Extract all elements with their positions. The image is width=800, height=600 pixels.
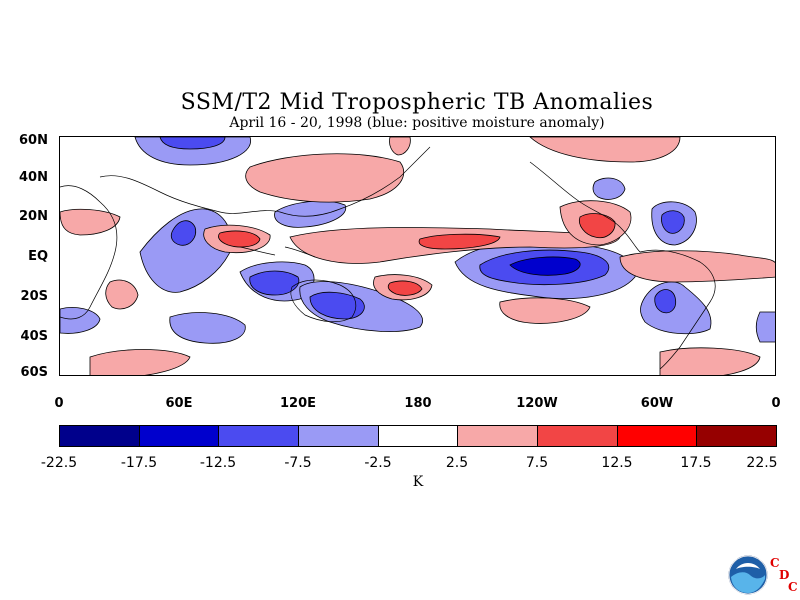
region-red-southern-ocean (89, 349, 191, 375)
region-red-south-america-south (659, 347, 761, 375)
region-red-south-pacific-east (499, 297, 591, 324)
colorbar-segment (378, 426, 459, 446)
colorbar-tick-label: -2.5 (364, 455, 392, 471)
coastline-africa (60, 185, 118, 320)
coastline-eurasia (99, 146, 431, 217)
colorbar-segment (617, 426, 698, 446)
region-blue-eq-pacific-peak (509, 256, 581, 276)
region-red-tasman-core (387, 280, 423, 296)
colorbar-segment (60, 426, 140, 446)
region-red-north-pacific (529, 137, 681, 163)
region-red-indonesia-core (218, 230, 261, 248)
lon-label-60w: 60W (640, 396, 674, 411)
region-blue-north-asia-core (159, 137, 226, 150)
region-blue-south-indian (60, 307, 101, 334)
colorbar-tick-label: 22.5 (746, 455, 778, 471)
colorbar-tick-label: 2.5 (445, 455, 469, 471)
region-blue-australia-nw-core (249, 270, 300, 296)
logo-letter-c2: C (788, 580, 798, 594)
region-red-central-pacific-core (418, 233, 501, 250)
colorbar-segment (299, 426, 379, 446)
lon-label-0: 0 (54, 396, 64, 411)
region-blue-north-asia (134, 137, 252, 166)
region-blue-china (274, 200, 347, 228)
lat-label-eq: EQ (28, 249, 48, 264)
negative-anomaly-regions (60, 137, 775, 344)
colorbar-tick-label: 17.5 (680, 455, 712, 471)
coastline-australia (290, 279, 357, 323)
colorbar-tick-label: -17.5 (120, 455, 158, 471)
region-blue-andes-core (654, 289, 677, 314)
lon-label-0-east: 0 (771, 396, 781, 411)
logo-letter-c1: C (770, 556, 780, 570)
region-red-arctic-asia (389, 137, 411, 156)
region-blue-australia-e-core (309, 291, 365, 320)
lon-label-180: 180 (404, 396, 432, 411)
map-subtitle: April 16 - 20, 1998 (blue: positive mois… (229, 115, 605, 131)
coastline-maritime-continent (239, 246, 316, 258)
lat-label-60n: 60N (19, 133, 48, 148)
colorbar-segment (697, 426, 777, 446)
lon-label-120w: 120W (516, 396, 558, 411)
colorbar-tick-label: 12.5 (601, 455, 633, 471)
lat-label-40n: 40N (19, 170, 48, 185)
anomaly-map (59, 136, 776, 376)
lat-label-60s: 60S (20, 365, 48, 380)
coastline-north-america (529, 161, 641, 253)
coastline-south-america (639, 249, 716, 370)
region-red-south-atlantic-west (619, 250, 775, 283)
noaa-logo (728, 555, 768, 595)
logo-letter-d: D (779, 568, 790, 582)
region-red-asia-north (245, 153, 405, 203)
region-red-africa-west (60, 208, 121, 236)
region-red-madagascar (105, 279, 139, 310)
lon-label-60e: 60E (165, 396, 193, 411)
colorbar-segment (458, 426, 539, 446)
colorbar-tick-label: -22.5 (40, 455, 78, 471)
colorbar-tick-label: -12.5 (199, 455, 237, 471)
colorbar-segment (538, 426, 618, 446)
region-blue-indian-west-core (170, 220, 197, 246)
lat-label-40s: 40S (20, 329, 48, 344)
map-title: SSM/T2 Mid Tropospheric TB Anomalies (180, 90, 654, 115)
lat-label-20n: 20N (19, 209, 48, 224)
region-blue-south-pacific (169, 312, 246, 344)
colorbar-tick-label: -7.5 (284, 455, 312, 471)
colorbar (59, 425, 777, 447)
colorbar-tick-label: 7.5 (525, 455, 549, 471)
colorbar-units: K (412, 474, 424, 490)
region-blue-caribbean-east-core (661, 210, 685, 234)
colorbar-segment (139, 426, 220, 446)
lon-label-120e: 120E (279, 396, 317, 411)
lat-label-20s: 20S (20, 289, 48, 304)
region-blue-north-atlantic (592, 177, 626, 200)
region-blue-south-atlantic (755, 311, 775, 343)
region-blue-andes (640, 281, 712, 335)
coastlines (60, 146, 716, 370)
region-red-caribbean-core (578, 213, 616, 239)
colorbar-segment (219, 426, 300, 446)
positive-anomaly-regions (60, 137, 775, 375)
anomaly-contour-plot (60, 137, 775, 375)
